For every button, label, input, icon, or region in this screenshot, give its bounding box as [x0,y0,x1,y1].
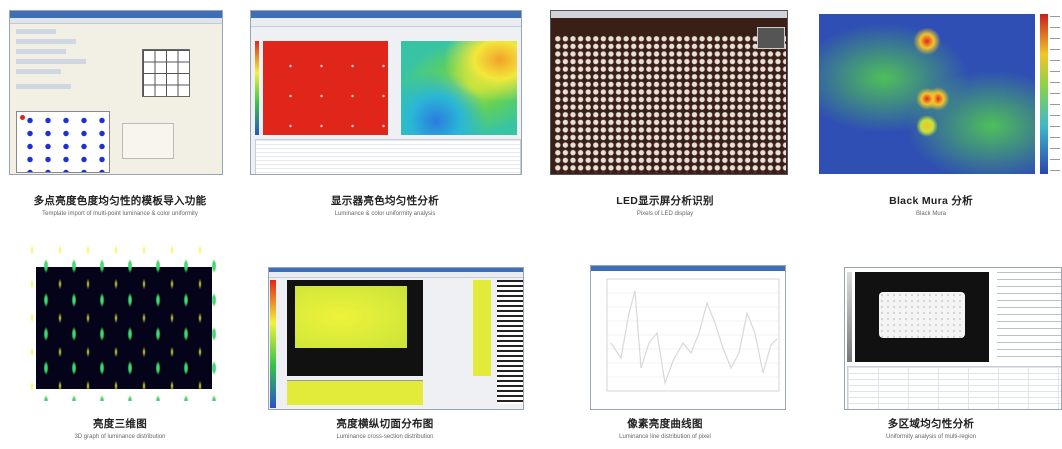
card-title-zh: 亮度横纵切面分布图 [336,418,434,430]
window-titlebar [10,11,222,18]
colorbar-ticks [1050,16,1060,172]
card-multi-region[interactable]: 多区域均匀性分析 Uniformity analysis of multi-re… [800,225,1062,449]
region-stats-list [997,272,1061,362]
card-cross-section[interactable]: 亮度横纵切面分布图 Luminance cross-section distri… [240,225,530,449]
card-title-zh: 显示器亮色均匀性分析 [331,195,439,207]
card-title-en: Template import of multi-point luminance… [42,211,198,217]
card-uniformity-analysis[interactable]: 显示器亮色均匀性分析 Luminance & color uniformity … [240,0,530,225]
window-titlebar [251,11,521,18]
data-list [497,280,523,404]
card-title-zh: LED显示屏分析识别 [616,195,714,207]
cross-section-screenshot [268,267,524,410]
colorbar-icon [1040,14,1048,174]
vertical-profile [473,280,491,376]
luminance-line-chart [606,278,780,392]
card-title-en: Black Mura [915,211,946,217]
horizontal-profile [287,380,423,405]
luminance-3d-plot [22,239,218,404]
card-black-mura[interactable]: Black Mura 分析 Black Mura [800,0,1062,225]
window-titlebar [269,268,523,272]
window-menubar [10,18,222,24]
card-title-zh: 亮度三维图 [93,418,147,430]
options-panel [122,123,174,159]
colorbar-icon [270,280,276,408]
window-toolbar [269,272,523,278]
red-uniformity-map [263,41,388,135]
card-title-en: Luminance line distribution of pixel [619,434,711,440]
card-title-zh: 多区域均匀性分析 [887,418,975,430]
card-3d-luminance[interactable]: 亮度三维图 3D graph of luminance distribution [0,225,240,449]
color-uniformity-map [401,41,517,135]
uniformity-screenshot [250,10,522,175]
template-import-screenshot [9,10,223,175]
colorbar-icon [847,272,852,362]
card-title-en: Luminance & color uniformity analysis [334,211,436,217]
led-dot-grid [554,35,786,173]
window-titlebar [591,266,785,271]
luminance-image [287,280,423,376]
card-template-import[interactable]: 多点亮度色度均匀性的模板导入功能 Template import of mult… [0,0,240,225]
colorbar-icon [255,41,259,135]
card-title-zh: 像素亮度曲线图 [627,418,703,430]
card-led-analysis[interactable]: LED显示屏分析识别 Pixels of LED display [530,0,800,225]
dot-matrix-preview [16,111,110,173]
card-title-zh: 多点亮度色度均匀性的模板导入功能 [33,195,207,207]
card-title-zh: Black Mura 分析 [889,195,973,207]
card-title-en: 3D graph of luminance distribution [74,434,166,440]
luminance-curve [610,290,778,386]
settings-panel [16,29,96,109]
led-preview-thumbnail [757,27,785,49]
multi-region-screenshot [844,267,1062,410]
pixel-line-screenshot [590,265,786,410]
panel-image [855,272,989,362]
card-pixel-line[interactable]: 像素亮度曲线图 Luminance line distribution of p… [530,225,800,449]
window-titlebar [551,11,787,18]
card-title-en: Luminance cross-section distribution [336,434,434,440]
results-table [847,366,1061,409]
grid-preview [142,49,190,97]
window-toolbar [251,18,521,27]
results-table [255,139,521,174]
card-title-en: Pixels of LED display [636,211,694,217]
card-title-en: Uniformity analysis of multi-region [885,434,977,440]
led-pixel-screenshot [550,10,788,175]
luminance-spikes [26,245,216,401]
black-mura-map [819,14,1035,174]
grid-icon [20,115,25,120]
